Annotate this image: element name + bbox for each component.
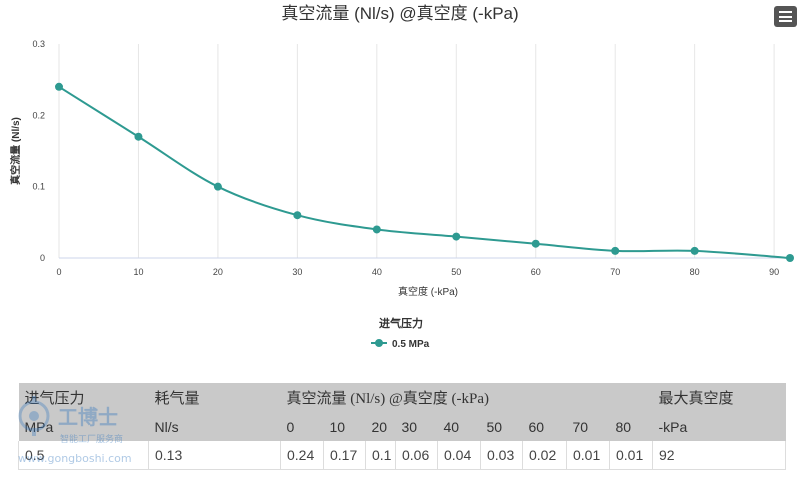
unit-cell: 80 <box>615 418 632 435</box>
unit-cell: 0 <box>286 418 295 435</box>
x-tick-label: 0 <box>56 267 61 277</box>
table-cell: 92 <box>652 441 786 470</box>
unit-cell: 20 <box>371 418 388 435</box>
line-chart: 真空流量 (Nl/s) @真空度 (-kPa) 0 0.1 0.2 0.3 0 10 20… <box>9 4 794 350</box>
table-cell: 0.17 <box>323 441 366 470</box>
spec-table: 进气压力 耗气量 真空流量 (Nl/s) @真空度 (-kPa) 最大真空度 M… <box>18 383 786 470</box>
table-cell: 0.02 <box>522 441 567 470</box>
table-cell: 0.01 <box>566 441 610 470</box>
table-cell: 0.13 <box>148 441 281 470</box>
y-tick-label: 0 <box>40 253 45 263</box>
x-tick-label: 30 <box>292 267 302 277</box>
data-point <box>452 232 461 241</box>
data-point <box>690 246 699 255</box>
chart-title: 真空流量 (Nl/s) @真空度 (-kPa) <box>281 4 518 23</box>
unit-cell: Nl/s <box>154 418 179 435</box>
x-tick-label: 80 <box>690 267 700 277</box>
legend-item-0-5-mpa[interactable]: 0.5 MPa <box>371 339 430 350</box>
unit-cell: 10 <box>329 418 346 435</box>
header-inlet-pressure: 进气压力 <box>24 391 85 407</box>
x-tick-label: 60 <box>531 267 541 277</box>
data-point <box>611 246 620 255</box>
data-point <box>134 132 143 141</box>
x-axis-label: 真空度 (-kPa) <box>398 285 458 298</box>
table-cell: 0.01 <box>609 441 653 470</box>
menu-bar <box>779 15 792 18</box>
table-row: 0.5 0.13 0.24 0.17 0.1 0.06 0.04 0.03 0.… <box>18 441 786 470</box>
unit-cell: 30 <box>401 418 418 435</box>
y-tick-label: 0.3 <box>32 39 45 49</box>
y-tick-label: 0.1 <box>32 182 45 192</box>
table-cell: 0.24 <box>280 441 324 470</box>
unit-cell: MPa <box>24 418 54 435</box>
header-max-vacuum: 最大真空度 <box>658 391 734 407</box>
y-axis-label: 真空流量 (Nl/s) <box>9 117 22 185</box>
legend-marker <box>375 339 383 347</box>
series-layer <box>55 82 794 262</box>
grid-lines <box>58 44 775 258</box>
x-tick-label: 70 <box>610 267 620 277</box>
x-tick-label: 50 <box>451 267 461 277</box>
unit-cell: 70 <box>572 418 589 435</box>
x-axis-ticks: 0 10 20 30 40 50 60 70 80 90 <box>56 267 779 277</box>
unit-cell: 60 <box>528 418 545 435</box>
header-air-consumption: 耗气量 <box>154 391 200 407</box>
x-tick-label: 90 <box>769 267 779 277</box>
unit-cell: 40 <box>443 418 460 435</box>
data-point <box>293 211 302 220</box>
table-cell: 0.04 <box>437 441 481 470</box>
table-cell: 0.1 <box>365 441 396 470</box>
series-line <box>58 85 791 259</box>
data-point <box>372 225 381 234</box>
unit-cell: 50 <box>486 418 503 435</box>
data-point <box>213 182 222 191</box>
table-unit-row: MPa Nl/s 0 10 20 30 40 50 60 70 80 -kPa <box>18 412 786 441</box>
menu-bar <box>779 20 792 22</box>
y-axis-ticks: 0 0.1 0.2 0.3 <box>32 39 45 263</box>
menu-bar <box>779 11 792 13</box>
legend-title: 进气压力 <box>379 316 423 330</box>
data-point <box>55 82 63 91</box>
y-tick-label: 0.2 <box>32 110 45 120</box>
data-point <box>786 254 794 262</box>
data-point <box>531 239 540 248</box>
header-vacuum-flow: 真空流量 (Nl/s) @真空度 (-kPa) <box>286 391 490 407</box>
table-header-row: 进气压力 耗气量 真空流量 (Nl/s) @真空度 (-kPa) 最大真空度 <box>18 383 786 412</box>
x-tick-label: 10 <box>133 267 143 277</box>
table-cell: 0.5 <box>18 441 149 470</box>
table-cell: 0.03 <box>480 441 523 470</box>
x-tick-label: 20 <box>213 267 223 277</box>
legend-label: 0.5 MPa <box>392 339 430 350</box>
table-cell: 0.06 <box>395 441 438 470</box>
x-tick-label: 40 <box>372 267 382 277</box>
hamburger-menu-icon[interactable] <box>774 6 797 27</box>
unit-cell: -kPa <box>658 418 688 435</box>
